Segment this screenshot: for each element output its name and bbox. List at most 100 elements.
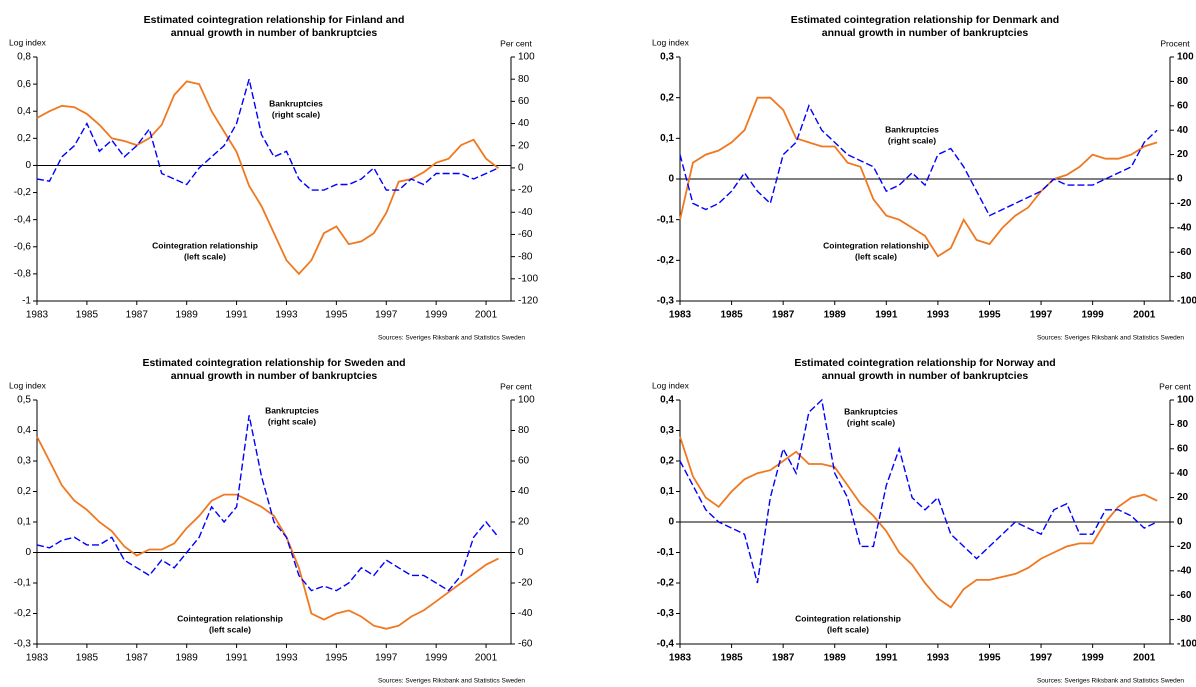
- chart-panel: Estimated cointegration relationship for…: [652, 357, 1196, 685]
- x-tick-label: 1983: [669, 653, 692, 664]
- series-annotation: (left scale): [184, 251, 226, 261]
- series-line: [36, 80, 500, 276]
- x-tick-label: 1991: [875, 653, 898, 664]
- series-annotation: (right scale): [272, 109, 320, 119]
- x-tick-label: 1983: [26, 653, 49, 664]
- x-tick-label: 1989: [824, 310, 847, 321]
- x-tick-label: 1983: [26, 310, 49, 321]
- y-tick-label: -1: [22, 296, 31, 307]
- chart-title: Estimated cointegration relationship for…: [791, 14, 1059, 26]
- y-tick-label: 0,3: [660, 52, 674, 63]
- y-tick-label: -0,1: [14, 578, 32, 589]
- x-tick-label: 1995: [978, 310, 1001, 321]
- y-tick-label: 0,1: [660, 133, 674, 144]
- y2-axis-label: Per cent: [500, 381, 532, 391]
- y-tick-label: -0,3: [657, 296, 675, 307]
- y2-tick-label: -20: [518, 578, 533, 589]
- y-tick-label: -0,2: [14, 187, 32, 198]
- y-tick-label: 0,4: [660, 395, 674, 406]
- y2-tick-label: 40: [518, 118, 530, 129]
- y2-tick-label: 100: [1177, 52, 1194, 63]
- x-tick-label: 2001: [1133, 653, 1156, 664]
- chart-title: Estimated cointegration relationship for…: [794, 357, 1055, 369]
- chart-title: Estimated cointegration relationship for…: [144, 14, 405, 26]
- x-tick-label: 2001: [475, 653, 498, 664]
- x-tick-label: 1997: [1030, 653, 1053, 664]
- y2-tick-label: 80: [518, 425, 530, 436]
- series-line: [679, 398, 1158, 584]
- y2-tick-label: 100: [1177, 395, 1194, 406]
- series-annotation: (left scale): [209, 624, 251, 634]
- chart-title: annual growth in number of bankruptcies: [822, 27, 1029, 39]
- x-tick-label: 1993: [275, 310, 298, 321]
- x-tick-label: 1989: [824, 653, 847, 664]
- y-tick-label: -0,4: [657, 639, 675, 650]
- y2-tick-label: -60: [1177, 247, 1192, 258]
- y2-tick-label: -40: [1177, 565, 1192, 576]
- y2-tick-label: -20: [1177, 541, 1192, 552]
- x-tick-label: 1989: [176, 653, 199, 664]
- x-tick-label: 1999: [425, 653, 448, 664]
- y2-axis-label: Per cent: [1159, 381, 1191, 391]
- y2-tick-label: -60: [1177, 590, 1192, 601]
- y2-tick-label: -40: [518, 608, 533, 619]
- x-tick-label: 1989: [176, 310, 199, 321]
- y-tick-label: 0,4: [17, 425, 31, 436]
- y-tick-label: 0: [25, 547, 31, 558]
- x-tick-label: 1999: [1082, 653, 1105, 664]
- y2-tick-label: 40: [1177, 125, 1189, 136]
- y2-tick-label: 60: [518, 456, 530, 467]
- series-annotation: Bankruptcies: [269, 98, 323, 108]
- x-tick-label: 1983: [669, 310, 692, 321]
- source-note: Sources: Sveriges Riksbank and Statistic…: [1037, 335, 1184, 342]
- x-tick-label: 2001: [1133, 310, 1156, 321]
- y2-tick-label: 40: [1177, 468, 1189, 479]
- chart-title: annual growth in number of bankruptcies: [171, 370, 378, 382]
- y2-tick-label: 80: [518, 74, 530, 85]
- y-tick-label: -0,8: [14, 269, 32, 280]
- x-tick-label: 1993: [927, 310, 950, 321]
- y2-axis-label: Per cent: [500, 38, 532, 48]
- y2-tick-label: -60: [518, 229, 533, 240]
- y2-tick-label: 100: [518, 395, 535, 406]
- x-tick-label: 1997: [375, 310, 398, 321]
- y-tick-label: -0,3: [657, 608, 675, 619]
- series-line: [679, 436, 1158, 609]
- y2-tick-label: 0: [518, 547, 524, 558]
- y-tick-label: 0,2: [660, 456, 674, 467]
- y2-tick-label: -80: [1177, 271, 1192, 282]
- y2-tick-label: 80: [1177, 419, 1189, 430]
- y2-axis-label: Procent: [1160, 38, 1190, 48]
- series-annotation: Bankruptcies: [265, 405, 319, 415]
- chart-panel: Estimated cointegration relationship for…: [9, 357, 535, 685]
- y2-tick-label: 0: [518, 163, 524, 174]
- y2-tick-label: 0: [1177, 174, 1183, 185]
- source-note: Sources: Sveriges Riksbank and Statistic…: [378, 678, 525, 685]
- y2-tick-label: -40: [1177, 222, 1192, 233]
- y-tick-label: -0,1: [657, 547, 675, 558]
- x-tick-label: 1999: [425, 310, 448, 321]
- series-line: [679, 96, 1158, 258]
- y-tick-label: -0,4: [14, 214, 32, 225]
- series-annotation: (left scale): [855, 251, 897, 261]
- x-tick-label: 1987: [126, 653, 149, 664]
- y-tick-label: -0,1: [657, 214, 675, 225]
- y-tick-label: 0,3: [17, 456, 31, 467]
- y2-tick-label: 0: [1177, 517, 1183, 528]
- y2-tick-label: 20: [1177, 149, 1189, 160]
- series-annotation: (left scale): [827, 624, 869, 634]
- source-note: Sources: Sveriges Riksbank and Statistic…: [1037, 678, 1184, 685]
- y-tick-label: 0,1: [17, 517, 31, 528]
- chart-title: annual growth in number of bankruptcies: [171, 27, 378, 39]
- y-tick-label: 0,6: [17, 79, 31, 90]
- x-tick-label: 1985: [76, 653, 99, 664]
- series-annotation: Cointegration relationship: [823, 240, 929, 250]
- series-annotation: Cointegration relationship: [152, 240, 258, 250]
- y-axis-label: Log index: [652, 37, 690, 47]
- y-tick-label: -0,2: [14, 608, 32, 619]
- x-tick-label: 1985: [720, 310, 743, 321]
- y-tick-label: 0,2: [17, 133, 31, 144]
- x-tick-label: 1997: [1030, 310, 1053, 321]
- y-axis-label: Log index: [652, 380, 690, 390]
